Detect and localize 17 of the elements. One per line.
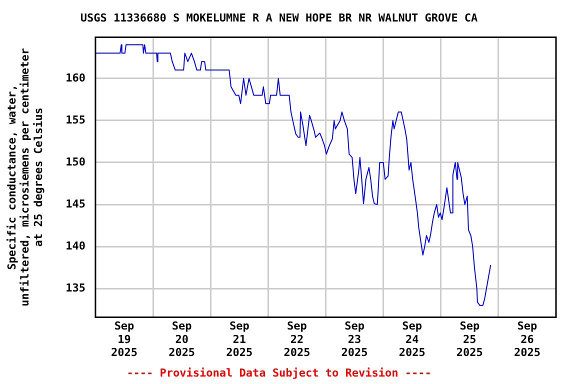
text: ---- Provisional Data Subject to Revision ----	[126, 366, 432, 380]
x-tick-label: Sep 24 2025	[398, 320, 426, 360]
x-tick-label: Sep 26 2025	[514, 320, 540, 360]
y-axis-title: Specific conductance, water, unfiltered, microsiemens per centimeter at 25 degrees Celsius	[5, 48, 45, 306]
x-tick-label: Sep 22 2025	[284, 320, 310, 360]
x-tick-label: Sep 25 2025	[456, 320, 483, 360]
y-tick-label: 155	[66, 113, 86, 126]
chart-title: USGS 11336680 S MOKELUMNE R A NEW HOPE BR NR WALNUT GROVE CA	[80, 11, 478, 24]
x-tick-label: Sep 23 2025	[341, 320, 368, 360]
y-tick-label: 160	[66, 71, 86, 84]
y-tick-label: 140	[66, 239, 86, 252]
y-tick-label: 145	[66, 197, 86, 210]
y-tick-label: 150	[66, 155, 86, 168]
x-tick-label: Sep 20 2025	[168, 320, 196, 360]
x-tick-label: Sep 19 2025	[111, 320, 138, 360]
x-tick-label: Sep 21 2025	[226, 320, 253, 360]
y-tick-label: 135	[66, 281, 86, 294]
